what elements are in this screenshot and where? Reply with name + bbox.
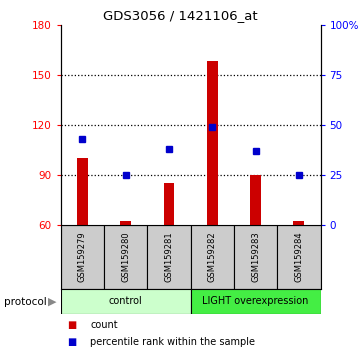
Text: ■: ■ [67, 337, 76, 347]
Bar [61, 225, 104, 289]
Text: GDS3056 / 1421106_at: GDS3056 / 1421106_at [103, 9, 258, 22]
Bar [120, 222, 131, 225]
Text: GSM159282: GSM159282 [208, 232, 217, 282]
Text: GSM159280: GSM159280 [121, 232, 130, 282]
Bar [207, 62, 218, 225]
Text: ■: ■ [67, 320, 76, 330]
Text: GSM159281: GSM159281 [165, 232, 173, 282]
Bar [293, 222, 304, 225]
Bar [164, 183, 174, 225]
Text: control: control [109, 296, 143, 307]
Text: count: count [90, 320, 118, 330]
Bar [191, 289, 321, 314]
Text: GSM159284: GSM159284 [295, 232, 303, 282]
Bar [77, 158, 88, 225]
Text: percentile rank within the sample: percentile rank within the sample [90, 337, 255, 347]
Bar [104, 225, 147, 289]
Text: protocol: protocol [4, 297, 46, 307]
Text: GSM159279: GSM159279 [78, 232, 87, 282]
Bar [61, 289, 191, 314]
Bar [250, 175, 261, 225]
Bar [234, 225, 277, 289]
Text: LIGHT overexpression: LIGHT overexpression [203, 296, 309, 307]
Text: ▶: ▶ [48, 297, 57, 307]
Text: GSM159283: GSM159283 [251, 232, 260, 282]
Bar [147, 225, 191, 289]
Bar [277, 225, 321, 289]
Bar [191, 225, 234, 289]
